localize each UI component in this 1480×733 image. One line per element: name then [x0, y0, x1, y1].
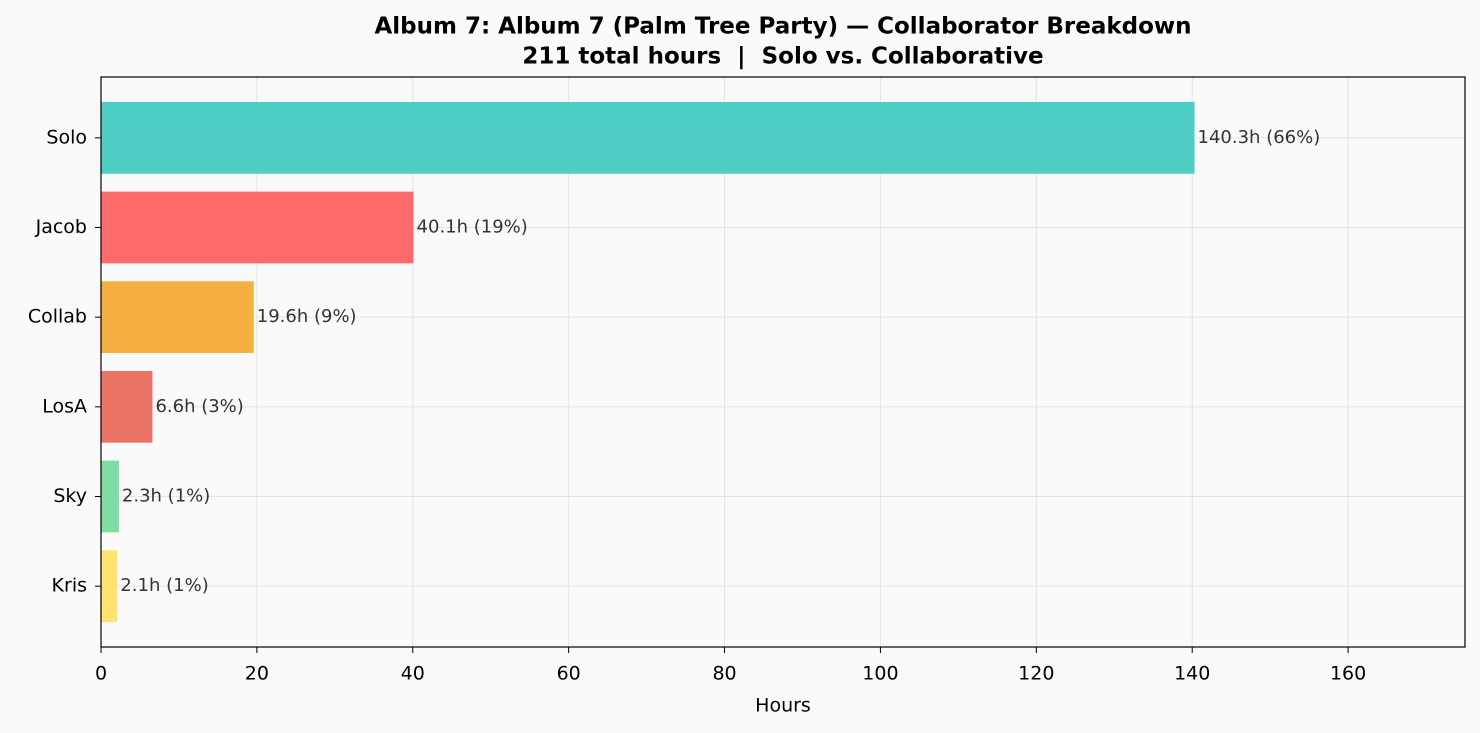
x-tick-label: 80 — [712, 663, 736, 685]
x-tick-label: 40 — [401, 663, 425, 685]
x-tick-label: 100 — [862, 663, 898, 685]
y-tick-label: Sky — [53, 485, 87, 507]
y-tick-label: Kris — [52, 575, 87, 597]
y-tick-label: Jacob — [35, 216, 87, 238]
y-tick-label: Solo — [46, 126, 87, 148]
value-label: 140.3h (66%) — [1198, 127, 1321, 148]
bar — [101, 550, 118, 623]
x-tick-label: 0 — [95, 663, 107, 685]
x-tick-label: 60 — [557, 663, 581, 685]
bar — [101, 460, 119, 533]
y-tick-label: Collab — [28, 306, 87, 328]
chart-title: Album 7: Album 7 (Palm Tree Party) — Col… — [374, 14, 1191, 40]
bar — [101, 370, 153, 443]
chart-subtitle: 211 total hours | Solo vs. Collaborative — [522, 44, 1043, 70]
bar — [101, 191, 414, 264]
value-label: 6.6h (3%) — [155, 396, 243, 417]
plot-frame — [100, 76, 1466, 648]
x-tick-label: 160 — [1330, 663, 1366, 685]
value-label: 19.6h (9%) — [257, 306, 357, 327]
x-tick-label: 20 — [245, 663, 269, 685]
bar — [101, 101, 1195, 174]
x-axis-label: Hours — [755, 695, 811, 717]
value-label: 40.1h (19%) — [417, 217, 528, 238]
value-label: 2.1h (1%) — [120, 575, 208, 596]
x-tick-label: 120 — [1018, 663, 1054, 685]
value-label: 2.3h (1%) — [122, 486, 210, 507]
y-tick-label: LosA — [42, 395, 87, 417]
bar — [101, 281, 254, 354]
x-tick-label: 140 — [1174, 663, 1210, 685]
